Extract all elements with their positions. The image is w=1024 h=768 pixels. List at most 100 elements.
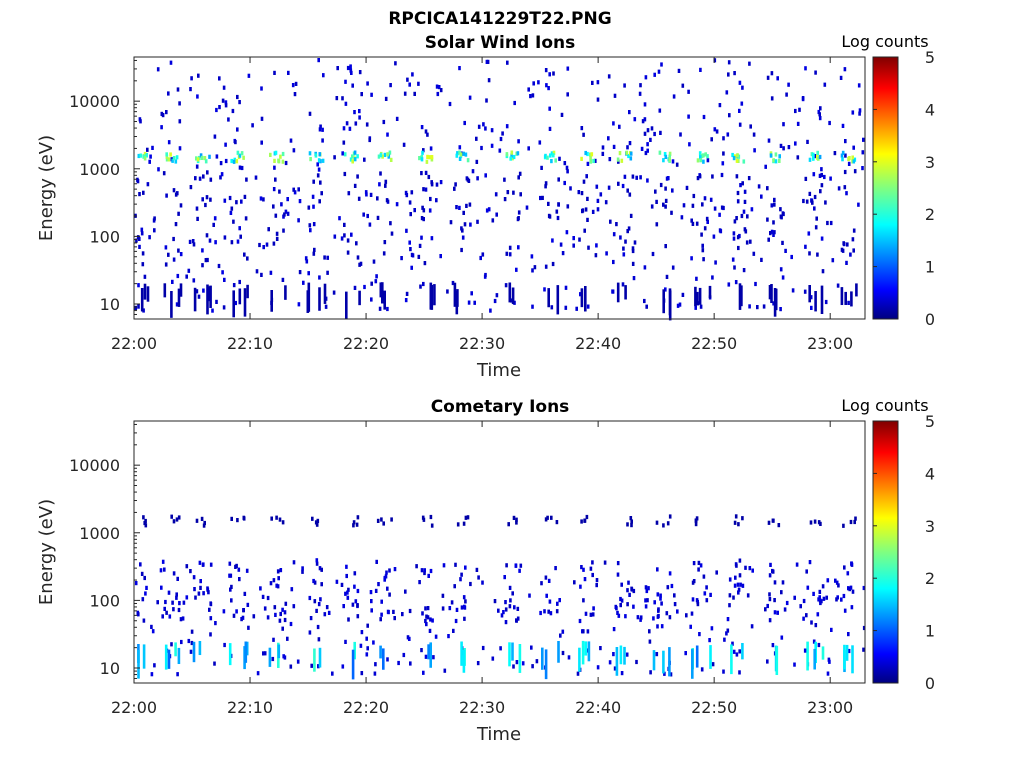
data-cell: [346, 595, 350, 600]
data-cell: [549, 153, 552, 158]
data-cell: [766, 186, 769, 191]
data-cell: [504, 600, 507, 605]
data-cell: [429, 146, 433, 151]
data-cell: [167, 252, 170, 257]
data-cell: [170, 514, 173, 519]
data-cell: [586, 161, 590, 166]
data-cell: [290, 587, 294, 592]
data-cell: [298, 199, 302, 204]
data-cell: [178, 601, 181, 606]
data-cell: [551, 261, 555, 267]
data-cell: [853, 169, 857, 174]
data-cell: [262, 245, 265, 250]
data-cell: [630, 523, 633, 528]
data-cell: [388, 568, 391, 573]
data-cell: [506, 60, 509, 65]
data-cell: [744, 565, 747, 570]
data-cell: [752, 251, 756, 256]
data-cell: [312, 578, 315, 584]
data-cell: [628, 192, 632, 197]
data-cell: [706, 158, 710, 163]
data-cell: [429, 617, 432, 622]
data-cell: [345, 121, 349, 126]
data-cell: [782, 122, 785, 127]
data-cell: [710, 626, 714, 631]
data-cell: [589, 152, 592, 157]
data-cell: [195, 156, 198, 161]
data-cell: [680, 215, 684, 220]
data-cell: [475, 567, 479, 572]
x-axis-label: Time: [476, 724, 521, 745]
data-cell: [710, 137, 713, 142]
data-cell: [736, 190, 740, 196]
data-cell: [702, 257, 705, 262]
data-cell: [618, 151, 622, 156]
data-cell: [531, 93, 535, 98]
data-cell: [349, 68, 353, 73]
data-cell: [394, 61, 397, 66]
data-cell: [221, 270, 224, 275]
data-cell: [734, 280, 738, 285]
data-cell: [812, 156, 815, 161]
data-cell: [579, 292, 582, 297]
data-cell: [644, 150, 648, 156]
data-cell: [356, 515, 360, 520]
data-cell: [579, 584, 582, 589]
data-cell: [659, 182, 663, 188]
data-cell: [458, 205, 461, 210]
data-cell: [558, 598, 561, 603]
data-cell: [810, 305, 813, 310]
data-cell: [353, 183, 357, 188]
data-cell: [652, 616, 655, 621]
data-cell: [852, 248, 855, 253]
data-cell: [346, 250, 350, 255]
data-cell: [262, 197, 265, 202]
data-cell: [405, 291, 409, 296]
data-cell: [689, 624, 692, 629]
data-cell: [770, 284, 773, 304]
data-cell: [269, 581, 273, 586]
data-cell: [228, 195, 232, 201]
data-cell: [732, 231, 736, 236]
data-cell: [718, 103, 722, 108]
data-cell: [206, 170, 209, 175]
data-cell: [643, 298, 646, 304]
data-cell: [487, 78, 491, 83]
data-cell: [274, 177, 277, 182]
data-cell: [772, 301, 775, 306]
data-cell: [816, 150, 819, 155]
data-cell: [148, 159, 151, 164]
x-axis: 22:00 22:10 22:20 22:30 22:40 22:50 23:00: [111, 421, 853, 717]
data-cell: [547, 578, 551, 583]
data-cell: [582, 179, 586, 184]
data-cell: [426, 132, 429, 137]
data-cell: [464, 565, 467, 570]
data-cell: [386, 609, 390, 614]
data-cell: [840, 597, 843, 602]
data-cell: [663, 671, 666, 676]
data-cell: [297, 218, 300, 223]
data-cell: [458, 145, 462, 150]
data-cell: [454, 618, 458, 624]
data-cell: [143, 156, 147, 161]
data-cell: [366, 646, 369, 651]
data-cell: [659, 596, 662, 601]
data-cell: [224, 103, 228, 108]
data-cell: [590, 152, 594, 157]
data-cell: [335, 579, 339, 584]
y-tick-label: 100: [89, 591, 120, 610]
data-cell: [607, 136, 610, 141]
data-cell: [424, 170, 428, 175]
data-cell: [612, 121, 615, 126]
data-cell: [843, 169, 847, 175]
data-cell: [582, 132, 585, 137]
data-cell: [622, 246, 625, 251]
data-cell: [351, 602, 355, 607]
data-cell: [715, 129, 719, 134]
data-cell: [389, 83, 392, 88]
data-cell: [335, 96, 339, 101]
data-cell: [404, 589, 407, 594]
data-cell: [849, 252, 852, 257]
data-cell: [454, 182, 457, 187]
